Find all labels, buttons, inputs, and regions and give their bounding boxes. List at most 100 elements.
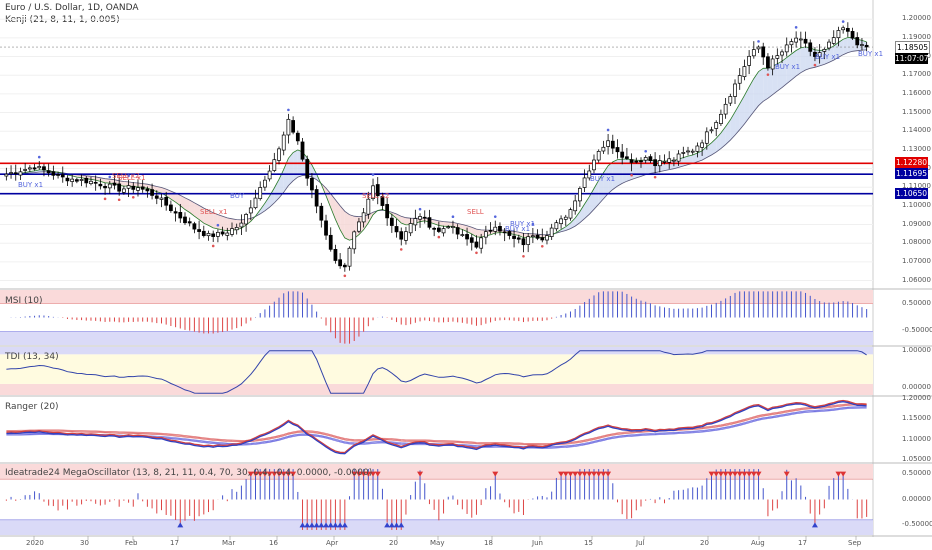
bullish-candle [676, 153, 681, 162]
bullish-candle [136, 187, 140, 191]
price-tag: 1.11695 [895, 168, 928, 180]
mega-buy-arrow [811, 522, 818, 528]
bullish-candle [573, 200, 578, 212]
star-marker-blue [108, 175, 112, 179]
bearish-candle [46, 170, 51, 174]
star-marker-red [653, 175, 657, 179]
bullish-candle [784, 44, 789, 53]
kenji-cloud [189, 200, 195, 217]
bullish-candle [9, 172, 13, 174]
price-tick-label: 1.10000 [902, 200, 931, 209]
bullish-candle [775, 55, 780, 59]
bullish-candle [126, 185, 131, 189]
pane-tick-label: 0.00000 [902, 382, 931, 391]
bullish-candle [37, 166, 42, 169]
signal-label: BUY [230, 191, 245, 200]
pane-tick-label: 0.50000 [902, 298, 931, 307]
bullish-candle [596, 151, 601, 161]
kenji-cloud [274, 179, 280, 203]
bearish-candle [620, 151, 625, 158]
kenji-cloud [711, 138, 717, 156]
kenji-cloud [518, 232, 524, 238]
pane-name-label: TDI (13, 34) [5, 352, 59, 362]
bullish-candle [413, 218, 418, 226]
bullish-candle [526, 236, 531, 245]
bullish-candle [248, 207, 253, 214]
indicator-label: Kenji (21, 8, 11, 1, 0.005) [5, 15, 120, 25]
bullish-candle [747, 55, 752, 66]
mega-sell-arrow [365, 471, 372, 477]
mega-sell-arrow [257, 471, 264, 477]
mega-sell-arrow [722, 471, 729, 477]
bearish-candle [103, 185, 107, 189]
bullish-candle [4, 173, 9, 177]
bullish-candle [831, 37, 836, 44]
mega-sell-arrow [355, 471, 362, 477]
bullish-candle [751, 49, 756, 57]
bearish-candle [187, 221, 192, 224]
bullish-candle [719, 113, 723, 124]
bearish-candle [65, 177, 70, 182]
bearish-candle [610, 140, 615, 149]
mega-buy-arrow [313, 522, 320, 528]
bullish-candle [286, 118, 291, 136]
mega-sell-arrow [290, 471, 297, 477]
bullish-candle [263, 179, 267, 188]
pane-tick-label: 1.00000 [902, 345, 931, 354]
bullish-candle [794, 37, 799, 43]
signal-label: BUY x1 [815, 53, 841, 62]
bearish-candle [474, 241, 479, 248]
mega-buy-arrow [308, 522, 315, 528]
star-marker-red [211, 244, 215, 248]
kenji-cloud [123, 181, 129, 187]
signal-label: SELL x2 [112, 171, 140, 180]
bullish-candle [690, 150, 695, 153]
bearish-candle [375, 184, 380, 197]
bearish-candle [855, 37, 860, 46]
mega-sell-arrow [492, 471, 499, 477]
bullish-candle [371, 185, 375, 199]
price-tag: 1.12280 [895, 157, 928, 169]
bullish-candle [587, 170, 592, 179]
x-tick-label: Aug [751, 539, 765, 547]
star-marker-blue [757, 40, 760, 43]
mega-buy-arrow [393, 522, 400, 528]
bullish-candle [606, 140, 610, 147]
mega-buy-arrow [398, 522, 405, 528]
kenji-cloud [269, 187, 275, 208]
bearish-candle [488, 229, 493, 232]
mega-sell-arrow [558, 471, 565, 477]
pane-name-label: Ideatrade24 MegaOscillator (13, 8, 21, 1… [5, 468, 373, 478]
kenji-cloud [758, 68, 764, 106]
bearish-candle [98, 183, 103, 187]
signal-label: BUY x1 [858, 49, 884, 58]
kenji-cloud [796, 47, 801, 77]
mega-sell-arrow [370, 471, 377, 477]
kenji-cloud [692, 153, 698, 164]
x-tick-label: Jun [532, 539, 543, 547]
mega-sell-arrow [271, 471, 278, 477]
star-marker-blue [493, 215, 497, 218]
kenji-cloud [739, 95, 745, 130]
pane-tick-label: 1.20000 [902, 394, 931, 403]
ranger-band-line [6, 404, 867, 446]
pane-tick-label: 1.10000 [902, 434, 931, 443]
kenji-cloud [800, 46, 806, 73]
bearish-candle [291, 120, 295, 133]
bullish-candle [742, 66, 747, 78]
bearish-candle [51, 171, 56, 176]
price-tick-label: 1.08000 [902, 238, 931, 247]
bullish-candle [121, 188, 126, 193]
bearish-candle [300, 141, 305, 160]
bearish-candle [469, 237, 474, 243]
tdi-line [6, 350, 867, 394]
mega-sell-arrow [741, 471, 748, 477]
bearish-candle [615, 147, 620, 153]
kenji-cloud [720, 126, 726, 149]
star-marker-blue [37, 155, 41, 159]
mega-sell-arrow [247, 471, 254, 477]
bullish-candle [582, 177, 587, 188]
mega-sell-arrow [590, 471, 597, 477]
kenji-cloud [311, 164, 317, 180]
